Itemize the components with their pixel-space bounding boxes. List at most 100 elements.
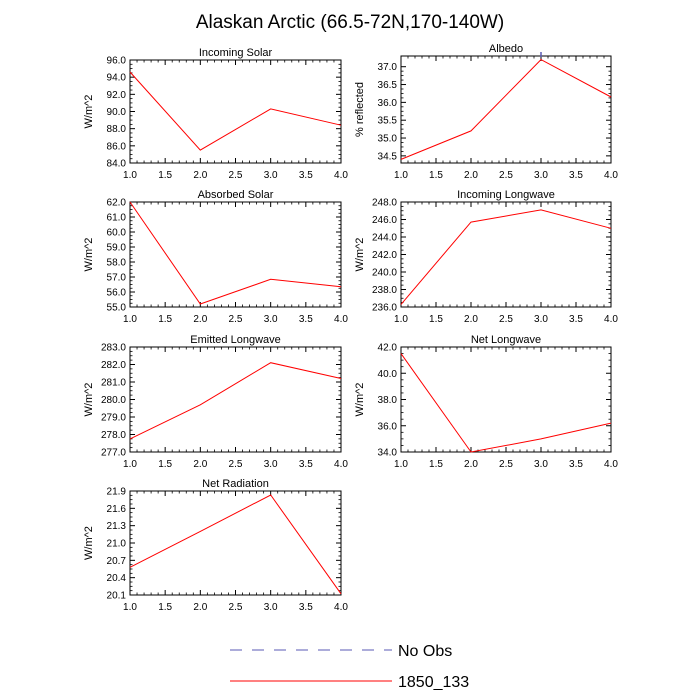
x-tick-label: 3.5 bbox=[569, 170, 583, 181]
x-tick-label: 3.5 bbox=[299, 459, 313, 470]
y-axis-label: W/m^2 bbox=[83, 383, 95, 417]
series-line bbox=[129, 494, 342, 595]
series-line bbox=[129, 362, 342, 440]
series-line bbox=[129, 201, 342, 305]
panel-0: Incoming Solar 1.0 1.5 2.0 2.5 3.0 3.5 4.0 84.0 8… bbox=[83, 47, 348, 181]
y-tick-label: 37.0 bbox=[378, 62, 398, 73]
x-tick-label: 2.0 bbox=[193, 314, 207, 325]
y-tick-label: 86.0 bbox=[107, 141, 127, 152]
x-tick-label: 4.0 bbox=[334, 602, 348, 613]
y-tick-label: 281.0 bbox=[101, 378, 126, 389]
x-tick-label: 3.5 bbox=[299, 170, 313, 181]
x-tick-label: 1.5 bbox=[429, 170, 443, 181]
y-tick-label: 280.0 bbox=[101, 395, 126, 406]
y-tick-label: 62.0 bbox=[107, 198, 127, 209]
panel-title: Net Longwave bbox=[471, 334, 541, 346]
x-tick-label: 1.5 bbox=[429, 314, 443, 325]
x-tick-label: 2.5 bbox=[499, 314, 513, 325]
x-tick-label: 1.0 bbox=[394, 459, 408, 470]
series-line bbox=[400, 209, 612, 305]
y-tick-label: 244.0 bbox=[372, 233, 397, 244]
x-tick-label: 4.0 bbox=[334, 170, 348, 181]
y-tick-label: 238.0 bbox=[372, 285, 397, 296]
x-tick-label: 3.5 bbox=[569, 314, 583, 325]
x-tick-label: 2.0 bbox=[193, 459, 207, 470]
series-line bbox=[129, 71, 342, 151]
y-tick-label: 246.0 bbox=[372, 215, 397, 226]
x-tick-label: 3.0 bbox=[534, 459, 548, 470]
x-tick-label: 1.5 bbox=[158, 314, 172, 325]
x-tick-label: 1.0 bbox=[123, 459, 137, 470]
y-tick-label: 58.0 bbox=[107, 258, 127, 269]
figure-title: Alaskan Arctic (66.5-72N,170-140W) bbox=[196, 12, 504, 33]
y-tick-label: 34.5 bbox=[378, 151, 398, 162]
x-tick-label: 3.0 bbox=[264, 459, 278, 470]
x-tick-label: 2.5 bbox=[499, 459, 513, 470]
legend-label: 1850_133 bbox=[398, 674, 469, 691]
y-tick-label: 96.0 bbox=[107, 56, 127, 67]
series-line bbox=[400, 58, 612, 160]
x-tick-label: 2.0 bbox=[464, 170, 478, 181]
y-tick-label: 38.0 bbox=[378, 395, 398, 406]
legend: No Obs 1850_133 bbox=[230, 643, 469, 691]
y-tick-label: 20.4 bbox=[107, 573, 127, 584]
y-tick-label: 88.0 bbox=[107, 124, 127, 135]
x-tick-label: 3.0 bbox=[264, 170, 278, 181]
x-tick-label: 2.5 bbox=[229, 170, 243, 181]
y-tick-label: 56.0 bbox=[107, 288, 127, 299]
panel-title: Net Radiation bbox=[202, 478, 269, 490]
x-tick-label: 4.0 bbox=[604, 459, 618, 470]
panel-3: Incoming Longwave 1.0 1.5 2.0 2.5 3.0 3.5 4.0 23… bbox=[354, 189, 618, 325]
y-tick-label: 242.0 bbox=[372, 250, 397, 261]
x-tick-label: 4.0 bbox=[604, 314, 618, 325]
plot-frame bbox=[129, 490, 342, 596]
y-tick-label: 20.1 bbox=[107, 591, 127, 602]
x-tick-label: 2.5 bbox=[229, 459, 243, 470]
x-tick-label: 3.0 bbox=[534, 170, 548, 181]
x-tick-label: 1.0 bbox=[394, 314, 408, 325]
y-axis-label: % reflected bbox=[354, 82, 366, 137]
x-tick-label: 1.0 bbox=[123, 602, 137, 613]
x-tick-label: 1.0 bbox=[123, 314, 137, 325]
panel-title: Incoming Longwave bbox=[457, 189, 555, 201]
y-tick-label: 35.5 bbox=[378, 116, 398, 127]
y-tick-label: 21.9 bbox=[107, 487, 127, 498]
y-tick-label: 55.0 bbox=[107, 303, 127, 314]
y-tick-label: 90.0 bbox=[107, 107, 127, 118]
y-tick-label: 36.5 bbox=[378, 80, 398, 91]
y-tick-label: 282.0 bbox=[101, 360, 126, 371]
x-tick-label: 2.0 bbox=[193, 602, 207, 613]
y-tick-label: 283.0 bbox=[101, 343, 126, 354]
y-tick-label: 36.0 bbox=[378, 98, 398, 109]
panel-1: Albedo 1.0 1.5 2.0 2.5 3.0 3.5 4.0 34.5 35.0 35.5 3… bbox=[354, 43, 618, 181]
x-tick-label: 2.5 bbox=[229, 314, 243, 325]
x-tick-label: 1.5 bbox=[429, 459, 443, 470]
panel-title: Absorbed Solar bbox=[198, 189, 274, 201]
y-tick-label: 278.0 bbox=[101, 430, 126, 441]
x-tick-label: 3.5 bbox=[299, 602, 313, 613]
y-tick-label: 84.0 bbox=[107, 159, 127, 170]
y-tick-label: 40.0 bbox=[378, 369, 398, 380]
y-tick-label: 36.0 bbox=[378, 421, 398, 432]
x-tick-label: 1.5 bbox=[158, 602, 172, 613]
x-tick-label: 3.5 bbox=[569, 459, 583, 470]
y-tick-label: 61.0 bbox=[107, 213, 127, 224]
y-axis-label: W/m^2 bbox=[354, 383, 366, 417]
y-tick-label: 94.0 bbox=[107, 73, 127, 84]
x-tick-label: 2.0 bbox=[464, 314, 478, 325]
x-tick-label: 2.5 bbox=[499, 170, 513, 181]
x-tick-label: 3.5 bbox=[299, 314, 313, 325]
panel-5: Net Longwave 1.0 1.5 2.0 2.5 3.0 3.5 4.0 34.0 36.… bbox=[354, 334, 618, 470]
y-tick-label: 21.0 bbox=[107, 539, 127, 550]
x-tick-label: 2.0 bbox=[464, 459, 478, 470]
panel-6: Net Radiation 1.0 1.5 2.0 2.5 3.0 3.5 4.0 20.1 20… bbox=[83, 478, 348, 613]
x-tick-label: 1.0 bbox=[123, 170, 137, 181]
y-tick-label: 277.0 bbox=[101, 448, 126, 459]
y-tick-label: 57.0 bbox=[107, 273, 127, 284]
y-tick-label: 21.3 bbox=[107, 521, 127, 532]
y-axis-label: W/m^2 bbox=[83, 95, 95, 129]
y-tick-label: 236.0 bbox=[372, 303, 397, 314]
plot-frame bbox=[129, 59, 342, 164]
x-tick-label: 3.0 bbox=[264, 602, 278, 613]
